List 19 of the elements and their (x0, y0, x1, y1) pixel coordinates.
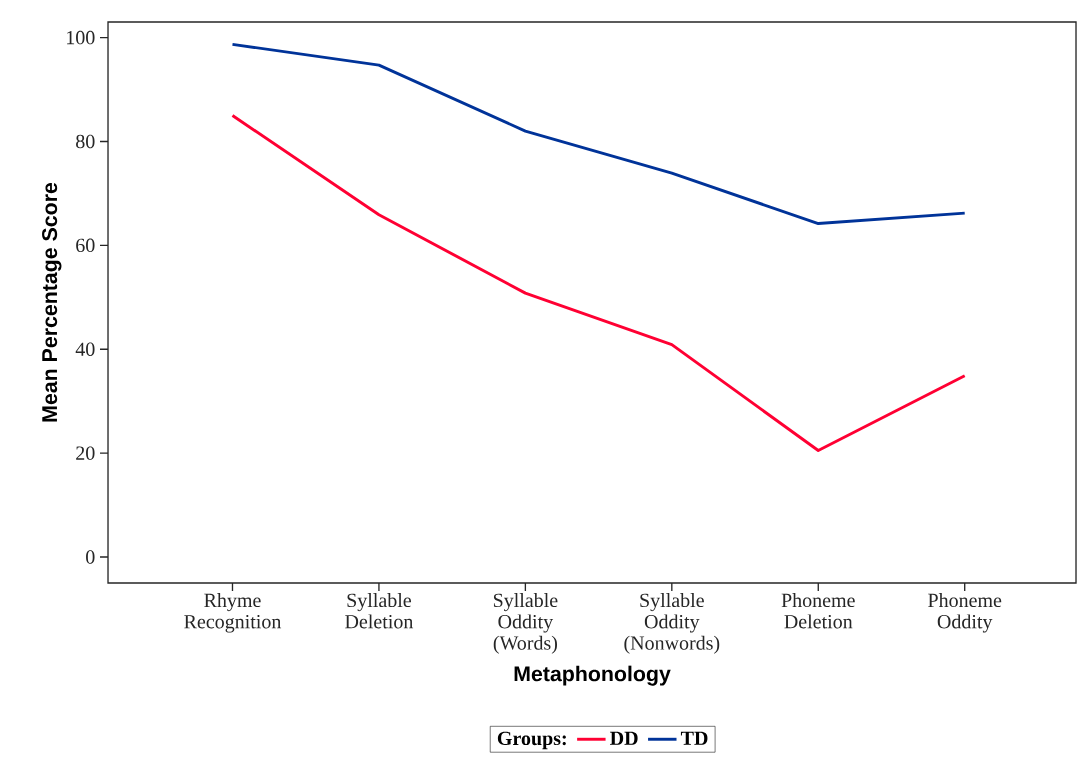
x-tick-label: Syllable Oddity (Words) (493, 593, 558, 654)
y-tick-label: 0 (86, 550, 95, 564)
x-axis-title: Metaphonology (514, 665, 671, 686)
y-tick-label: 20 (76, 446, 95, 460)
legend-label: TD (680, 731, 708, 745)
legend-title: Groups: (497, 731, 566, 750)
x-tick-label: Rhyme Recognition (184, 593, 282, 633)
y-axis-title: Mean Percentage Score (42, 182, 62, 422)
legend-label: DD (610, 731, 638, 745)
y-tick-label: 80 (76, 134, 95, 149)
x-tick-label: Phoneme Deletion (781, 593, 855, 629)
line-series (231, 42, 967, 226)
y-tick-label: 100 (67, 30, 95, 45)
x-tick-label: Syllable Deletion (345, 593, 414, 629)
x-tick-label: Syllable Oddity (Nonwords) (624, 593, 720, 654)
line-series (231, 114, 967, 452)
y-tick-label: 40 (75, 342, 95, 356)
x-tick-label: Phoneme Oddity (928, 593, 1002, 633)
y-tick-label: 60 (76, 238, 95, 253)
